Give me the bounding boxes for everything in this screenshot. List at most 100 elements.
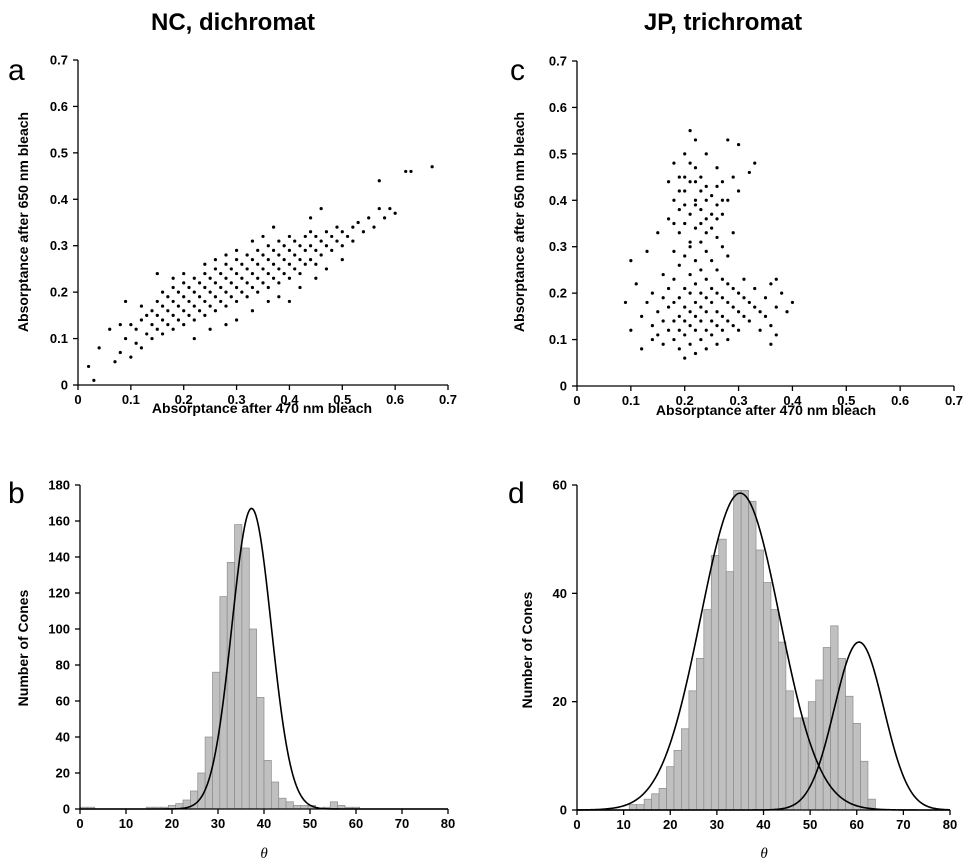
y-tick-label: 120 — [48, 586, 70, 601]
scatter-point — [229, 281, 233, 285]
y-tick-label: 140 — [48, 550, 70, 565]
scatter-point — [763, 296, 768, 300]
x-tick-label: 0 — [74, 392, 81, 407]
scatter-point — [688, 180, 692, 184]
scatter-point — [213, 281, 218, 285]
panel-c-x-axis-label: Absorptance after 470 nm bleach — [656, 402, 876, 418]
scatter-point — [672, 277, 676, 281]
panel-a-letter: a — [8, 54, 25, 87]
histogram-bars — [628, 490, 876, 811]
panel-c-y-axis-label: Absorptance after 650 nm bleach — [511, 112, 527, 332]
scatter-point — [351, 225, 355, 229]
x-tick-label: 60 — [850, 817, 864, 832]
scatter-point — [404, 169, 408, 174]
scatter-point — [747, 300, 751, 305]
scatter-point — [298, 258, 302, 262]
y-tick-label: 180 — [48, 478, 70, 493]
scatter-point — [688, 310, 692, 314]
scatter-point — [704, 184, 708, 188]
scatter-point — [634, 282, 638, 286]
scatter-point — [715, 310, 719, 314]
histogram-bar — [329, 801, 338, 810]
histogram-bar — [770, 609, 779, 811]
scatter-point — [704, 347, 708, 351]
scatter-point — [240, 290, 244, 294]
scatter-point — [208, 304, 212, 308]
scatter-point — [261, 234, 265, 239]
y-tick-label: 60 — [56, 694, 70, 709]
scatter-point — [710, 259, 714, 263]
scatter-point — [753, 305, 757, 309]
scatter-point — [774, 277, 778, 281]
scatter-point — [769, 342, 773, 346]
y-tick-label: 0.3 — [549, 239, 567, 254]
scatter-point — [372, 225, 376, 229]
scatter-point — [666, 180, 671, 184]
scatter-point — [688, 245, 692, 249]
scatter-point — [382, 216, 387, 220]
scatter-point — [726, 337, 730, 342]
histogram-bar — [263, 760, 272, 810]
scatter-point — [234, 318, 239, 322]
scatter-point — [726, 198, 730, 202]
scatter-point — [785, 310, 789, 314]
scatter-point — [308, 258, 313, 262]
scatter-point — [683, 175, 687, 179]
scatter-point — [699, 207, 703, 212]
scatter-point — [688, 272, 692, 277]
y-tick-label: 40 — [56, 730, 70, 745]
x-tick-label: 0.5 — [837, 393, 855, 408]
scatter-point — [683, 333, 687, 337]
scatter-point — [203, 313, 207, 317]
scatter-point — [298, 285, 302, 290]
x-tick-label: 0.4 — [783, 393, 802, 408]
scatter-point — [688, 342, 692, 346]
scatter-point — [683, 356, 687, 360]
scatter-point — [720, 328, 725, 332]
scatter-point — [287, 262, 292, 266]
scatter-point — [266, 271, 270, 276]
panel-d-x-axis-label: θ — [760, 846, 768, 862]
histogram-bar — [778, 641, 787, 811]
x-tick-label: 0 — [76, 816, 83, 831]
scatter-point — [208, 327, 212, 331]
scatter-point — [176, 304, 181, 308]
panel-b-y-axis-label: Number of Cones — [15, 589, 31, 706]
scatter-point — [747, 170, 751, 175]
scatter-point — [240, 262, 244, 266]
y-tick-label: 0.4 — [549, 193, 568, 208]
scatter-point — [187, 299, 191, 304]
scatter-point — [271, 262, 276, 266]
scatter-point — [780, 291, 784, 295]
scatter-point — [160, 318, 165, 322]
scatter-point — [256, 262, 260, 266]
scatter-point — [731, 175, 735, 179]
histogram-bar — [852, 722, 861, 811]
scatter-point — [661, 319, 665, 323]
scatter-point — [160, 290, 165, 294]
y-tick-label: 0.1 — [549, 332, 567, 347]
x-tick-label: 0.7 — [945, 393, 963, 408]
histogram-bar — [278, 797, 287, 810]
scatter-point — [250, 258, 255, 262]
scatter-point — [213, 295, 218, 299]
panel-d-histogram-jp: d 0 10 20 30 40 50 60 70 80 0 20 40 60 θ Number of C… — [508, 477, 957, 862]
scatter-point — [715, 217, 719, 221]
scatter-point — [203, 262, 207, 266]
scatter-point — [303, 262, 307, 266]
x-tick-label: 0.7 — [439, 392, 457, 407]
scatter-point — [666, 217, 671, 221]
scatter-point — [672, 337, 676, 342]
scatter-point — [710, 212, 714, 216]
scatter-point — [683, 189, 687, 193]
y-tick-label: 20 — [56, 766, 70, 781]
scatter-point — [693, 203, 698, 207]
scatter-point — [187, 285, 191, 290]
scatter-point — [303, 248, 307, 252]
x-tick-label: 10 — [616, 817, 630, 832]
scatter-point — [219, 299, 223, 304]
scatter-point — [693, 198, 698, 202]
histogram-bar — [658, 787, 667, 811]
histogram-bar — [271, 781, 280, 810]
scatter-point — [166, 295, 170, 299]
